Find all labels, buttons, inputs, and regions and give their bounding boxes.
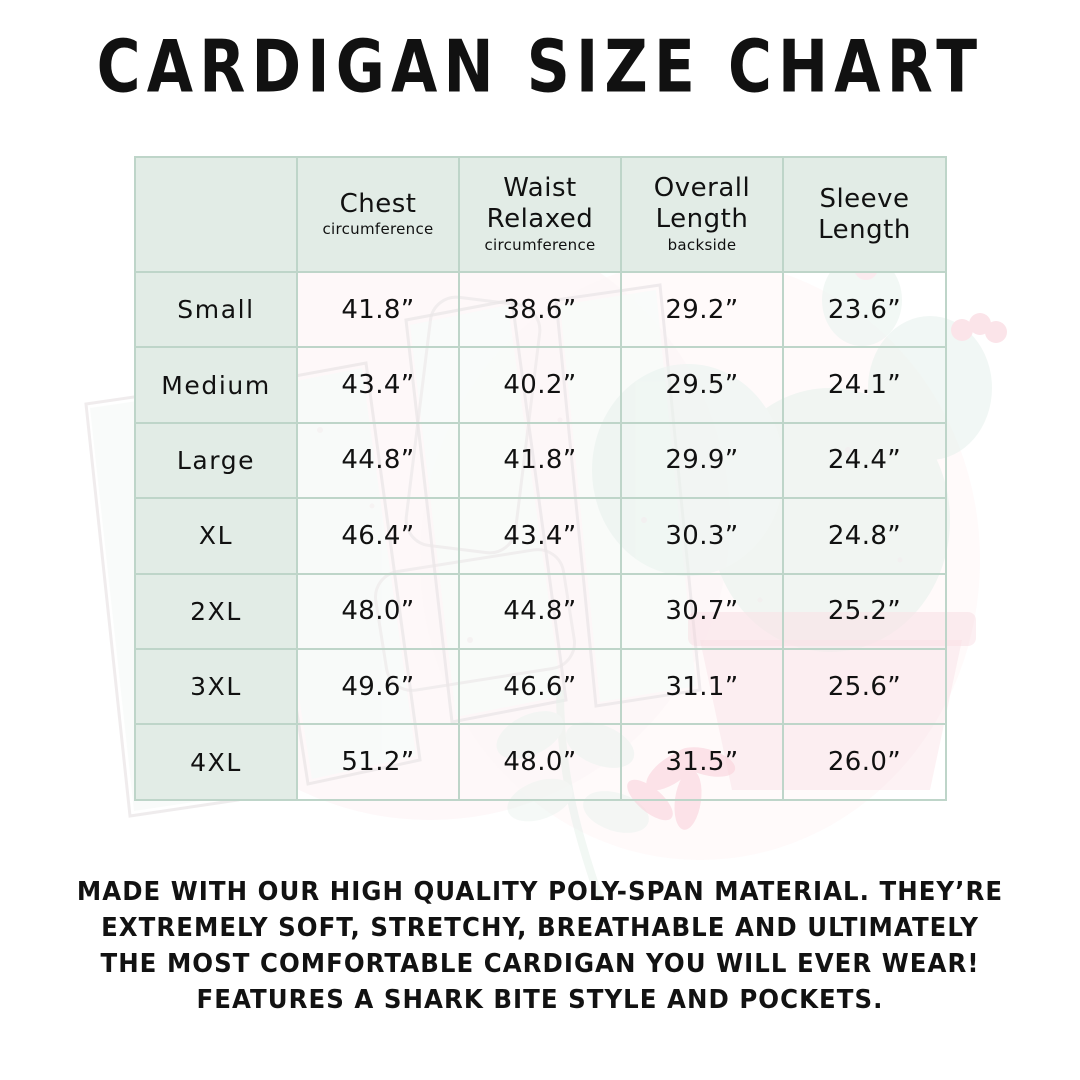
table-body: Small 41.8” 38.6” 29.2” 23.6” Medium 43.… [134,270,947,801]
header-sleeve-title-line1: Sleeve [819,183,910,214]
cell-size: 3XL [134,647,298,726]
cell-waist: 44.8” [458,572,622,650]
footer-line-3: THE MOST COMFORTABLE CARDIGAN YOU WILL E… [100,949,980,979]
cell-size: Large [134,421,298,500]
cell-sleeve: 24.1” [782,346,947,424]
footer-line-1: MADE WITH OUR HIGH QUALITY POLY-SPAN MAT… [76,877,1004,907]
cell-waist: 38.6” [458,270,622,349]
cell-length: 30.3” [620,497,784,575]
cell-size: Medium [134,346,298,424]
cell-waist: 46.6” [458,647,622,726]
footer-line-4: FEATURES A SHARK BITE STYLE AND POCKETS. [196,985,884,1015]
cell-sleeve: 23.6” [782,270,947,349]
header-cell-size [134,156,298,273]
header-cell-overall-length: Overall Length backside [620,156,784,273]
table-row: 4XL 51.2” 48.0” 31.5” 26.0” [134,723,947,801]
cell-length: 29.9” [620,421,784,500]
cell-waist: 48.0” [458,723,622,801]
header-length-title-line1: Overall [653,173,751,204]
header-waist-title-line1: Waist [503,173,577,204]
table-row: 2XL 48.0” 44.8” 30.7” 25.2” [134,572,947,650]
cell-chest: 51.2” [296,723,460,801]
cell-sleeve: 25.6” [782,647,947,726]
table-row: XL 46.4” 43.4” 30.3” 24.8” [134,497,947,575]
cell-waist: 41.8” [458,421,622,500]
cell-chest: 44.8” [296,421,460,500]
header-waist-subtitle: circumference [484,235,596,254]
cell-chest: 49.6” [296,647,460,726]
cell-sleeve: 24.4” [782,421,947,500]
cell-length: 31.1” [620,647,784,726]
cell-sleeve: 26.0” [782,723,947,801]
cell-sleeve: 25.2” [782,572,947,650]
header-sleeve-title-line2: Length [818,214,911,245]
cell-sleeve: 24.8” [782,497,947,575]
cell-waist: 40.2” [458,346,622,424]
cell-chest: 41.8” [296,270,460,349]
cell-length: 29.5” [620,346,784,424]
header-length-title-line2: Length [655,204,749,234]
footer-description: MADE WITH OUR HIGH QUALITY POLY-SPAN MAT… [0,874,1080,1018]
cell-size: 2XL [134,572,298,650]
table-row: Small 41.8” 38.6” 29.2” 23.6” [134,270,947,349]
header-cell-chest: Chest circumference [296,156,460,273]
header-cell-sleeve-length: Sleeve Length [782,156,947,273]
page-title: CARDIGAN SIZE CHART [96,26,984,110]
header-cell-waist: Waist Relaxed circumference [458,156,622,273]
cell-size: 4XL [134,723,298,801]
table-row: 3XL 49.6” 46.6” 31.1” 25.6” [134,647,947,726]
size-chart-table: Chest circumference Waist Relaxed circum… [134,156,947,801]
footer-line-2: EXTREMELY SOFT, STRETCHY, BREATHABLE AND… [101,913,979,943]
header-length-subtitle: backside [667,235,737,254]
cell-length: 29.2” [620,270,784,349]
header-row: Chest circumference Waist Relaxed circum… [134,156,947,273]
header-chest-subtitle: circumference [322,220,434,239]
table-row: Medium 43.4” 40.2” 29.5” 24.1” [134,346,947,424]
header-waist-title-line2: Relaxed [486,204,594,234]
cell-waist: 43.4” [458,497,622,575]
cell-chest: 46.4” [296,497,460,575]
header-chest-title: Chest [339,188,417,219]
cell-size: XL [134,497,298,575]
cell-length: 31.5” [620,723,784,801]
table-row: Large 44.8” 41.8” 29.9” 24.4” [134,421,947,500]
cell-chest: 48.0” [296,572,460,650]
cell-length: 30.7” [620,572,784,650]
cell-size: Small [134,270,298,349]
table-header: Chest circumference Waist Relaxed circum… [134,156,947,273]
cell-chest: 43.4” [296,346,460,424]
